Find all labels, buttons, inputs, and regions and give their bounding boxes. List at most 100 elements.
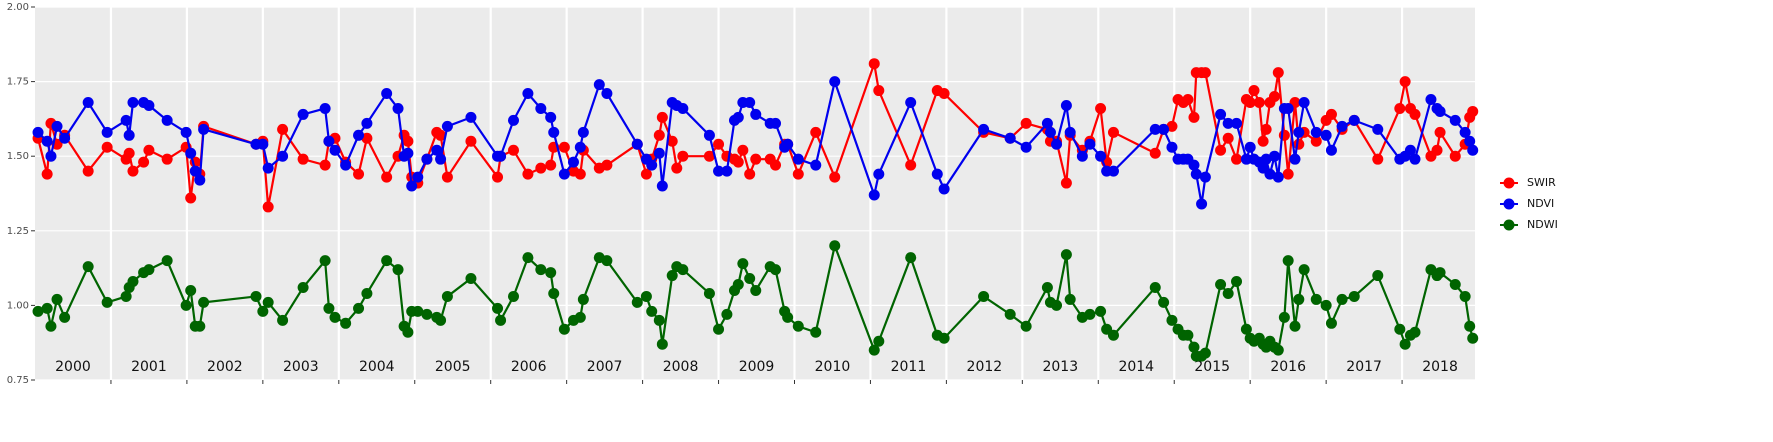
point [574, 168, 586, 180]
point [435, 314, 447, 326]
point [1051, 138, 1063, 150]
point [1182, 329, 1194, 341]
point [1020, 320, 1032, 332]
point [120, 290, 132, 302]
point [829, 240, 841, 252]
point [1272, 171, 1284, 183]
point [82, 165, 94, 177]
x-tick-label: 2001 [131, 359, 167, 375]
point [127, 96, 139, 108]
y-tick-label: 1.25 [7, 226, 29, 237]
point [127, 276, 139, 288]
point [1149, 281, 1161, 293]
point [750, 153, 762, 165]
x-tick-label: 2006 [511, 359, 547, 375]
point [1467, 105, 1479, 117]
panel [35, 7, 1475, 380]
point [59, 311, 71, 323]
y-tick-label: 0.75 [7, 375, 29, 386]
point [750, 284, 762, 296]
point [45, 150, 57, 162]
x-tick-label: 2009 [739, 359, 775, 375]
point [262, 162, 274, 174]
x-tick-label: 2002 [207, 359, 243, 375]
point [507, 114, 519, 126]
point [1095, 102, 1107, 114]
point [732, 156, 744, 168]
point [1107, 329, 1119, 341]
point [1293, 126, 1305, 138]
point [198, 123, 210, 135]
point [1076, 150, 1088, 162]
point [653, 147, 665, 159]
point [750, 108, 762, 120]
point [1240, 323, 1252, 335]
point [873, 168, 885, 180]
x-tick-label: 2013 [1042, 359, 1078, 375]
point [905, 96, 917, 108]
point [744, 96, 756, 108]
point [441, 120, 453, 132]
point [671, 162, 683, 174]
point [1240, 153, 1252, 165]
point [161, 153, 173, 165]
point [574, 311, 586, 323]
x-tick-label: 2018 [1422, 359, 1458, 375]
point [1459, 126, 1471, 138]
point [1320, 299, 1332, 311]
point [101, 126, 113, 138]
point [1149, 147, 1161, 159]
point [535, 102, 547, 114]
point [545, 267, 557, 279]
point [1372, 270, 1384, 282]
point [441, 290, 453, 302]
point [32, 126, 44, 138]
point [713, 165, 725, 177]
point [1348, 290, 1360, 302]
point [297, 281, 309, 293]
point [1336, 120, 1348, 132]
point [82, 261, 94, 273]
point [198, 296, 210, 308]
point [495, 314, 507, 326]
point [1467, 144, 1479, 156]
point [1188, 111, 1200, 123]
point [1051, 299, 1063, 311]
legend-key [1503, 177, 1515, 189]
point [161, 255, 173, 267]
point [41, 135, 53, 147]
x-tick-label: 2003 [283, 359, 319, 375]
point [185, 192, 197, 204]
point [732, 111, 744, 123]
point [713, 323, 725, 335]
point [1464, 135, 1476, 147]
point [1425, 94, 1437, 106]
point [1264, 168, 1276, 180]
point [1188, 341, 1200, 353]
point [421, 308, 433, 320]
point [277, 150, 289, 162]
point [392, 102, 404, 114]
point [810, 126, 822, 138]
point [1348, 114, 1360, 126]
point [1107, 126, 1119, 138]
point [1409, 326, 1421, 338]
point [522, 88, 534, 100]
point [1278, 129, 1290, 141]
point [1020, 141, 1032, 153]
point [640, 290, 652, 302]
x-tick-label: 2016 [1270, 359, 1306, 375]
point [656, 180, 668, 192]
point [361, 117, 373, 129]
point [938, 88, 950, 100]
point [770, 159, 782, 171]
point [703, 150, 715, 162]
point [1325, 108, 1337, 120]
point [1004, 132, 1016, 144]
point [297, 108, 309, 120]
point [32, 305, 44, 317]
point [412, 171, 424, 183]
point [677, 264, 689, 276]
point [782, 138, 794, 150]
